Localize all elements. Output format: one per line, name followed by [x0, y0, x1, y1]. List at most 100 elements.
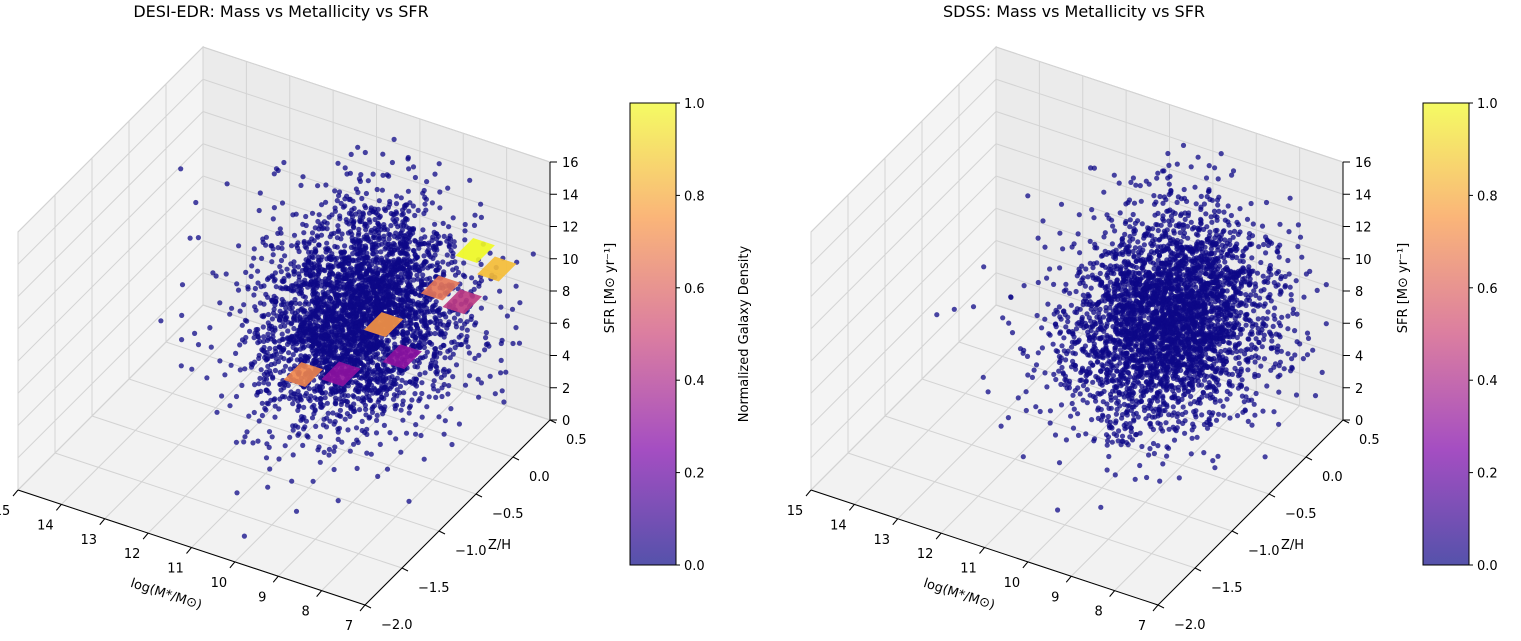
scatter-point	[256, 381, 262, 387]
scatter-point	[498, 357, 504, 363]
scatter-point	[343, 305, 349, 311]
scatter-point	[362, 316, 368, 322]
scatter-point	[366, 366, 372, 372]
scatter-point	[333, 260, 340, 266]
scatter-point	[424, 179, 430, 185]
scatter-point	[281, 278, 287, 284]
scatter-point	[414, 254, 421, 260]
x-tick	[229, 561, 236, 569]
scatter-point	[342, 416, 348, 422]
scatter-point	[269, 273, 275, 279]
scatter-point	[351, 225, 357, 231]
scatter-point	[464, 327, 470, 333]
scatter-point	[323, 294, 329, 300]
scatter-point	[448, 406, 454, 412]
scatter-point	[306, 239, 312, 245]
z-tick-label: 12	[562, 221, 579, 236]
scatter-point	[370, 171, 376, 177]
scatter-point	[380, 236, 387, 242]
scatter-point	[302, 294, 308, 300]
x-tick	[272, 575, 279, 583]
scatter-point	[410, 164, 417, 170]
scatter-point	[336, 425, 343, 431]
scatter-point	[420, 227, 426, 233]
scatter-point	[471, 222, 478, 228]
scatter-point	[422, 333, 428, 339]
scatter-point	[257, 300, 263, 306]
scatter-point	[207, 325, 213, 331]
scatter-point	[228, 362, 234, 368]
scatter-point	[362, 149, 368, 156]
x-tick	[186, 547, 192, 554]
scatter-point	[298, 182, 304, 188]
scatter-point	[407, 270, 413, 276]
scatter-point	[460, 272, 466, 278]
scatter-point	[336, 227, 342, 233]
scatter-point	[312, 408, 318, 414]
scatter-point	[393, 283, 399, 289]
scatter-point	[387, 430, 393, 436]
scatter-point	[261, 380, 267, 386]
scatter-point	[1209, 219, 1215, 225]
scatter-point	[279, 240, 285, 246]
scatter-point	[375, 388, 381, 394]
z-axis-label: SFR [M⊙ yr⁻¹]	[1396, 243, 1411, 333]
scatter-point	[420, 272, 426, 278]
scatter-point	[353, 425, 360, 431]
scatter-point	[277, 369, 283, 375]
x-tick-label: 14	[37, 518, 54, 533]
scatter-point	[192, 330, 198, 336]
scatter-point	[437, 240, 443, 246]
scatter-point	[407, 379, 413, 385]
scatter-point	[376, 397, 382, 403]
scatter-point	[418, 241, 424, 247]
scatter-point	[377, 441, 383, 447]
scatter-point	[444, 252, 450, 258]
x-axis-label: log(M*/M⊙)	[128, 576, 203, 613]
scatter-point	[384, 227, 390, 233]
scatter-point	[412, 381, 418, 387]
scatter-point	[273, 348, 279, 354]
scatter-point	[303, 257, 309, 263]
scatter-point	[313, 423, 319, 429]
scatter-point	[414, 272, 420, 278]
scatter-point	[251, 409, 257, 416]
scatter-point	[332, 444, 338, 450]
scatter-point	[472, 355, 478, 361]
scatter-point	[195, 342, 202, 348]
scatter-point	[262, 355, 268, 361]
scatter-point	[342, 243, 348, 249]
scatter-point	[393, 436, 399, 442]
scatter-point	[310, 336, 316, 342]
scatter-point	[339, 354, 346, 360]
scatter-point	[1238, 309, 1244, 316]
scatter-point	[346, 210, 352, 216]
scatter-point	[349, 298, 355, 304]
scatter-point	[286, 273, 292, 279]
scatter-point	[1099, 298, 1105, 304]
scatter-point	[255, 438, 261, 444]
scatter-point	[406, 208, 412, 214]
scatter-point	[1292, 328, 1298, 334]
scatter-point	[359, 266, 365, 272]
scatter-point	[405, 323, 411, 329]
scatter-point	[328, 231, 335, 237]
scatter-point	[301, 230, 307, 236]
scatter-point	[437, 331, 443, 337]
scatter-point	[441, 342, 447, 349]
scatter-point	[269, 434, 275, 440]
scatter-point	[1039, 345, 1045, 351]
x-tick-label: 13	[873, 533, 890, 548]
scatter-point	[249, 263, 255, 269]
scatter-point	[397, 323, 404, 329]
scatter-point	[295, 240, 301, 246]
scatter-point	[281, 159, 287, 166]
scatter-point	[370, 302, 376, 308]
scatter-point	[1137, 430, 1143, 436]
scatter-point	[233, 393, 240, 400]
scatter-point	[445, 391, 451, 397]
scatter-point	[406, 166, 412, 172]
gridline	[277, 390, 464, 577]
scatter-point	[256, 418, 262, 424]
